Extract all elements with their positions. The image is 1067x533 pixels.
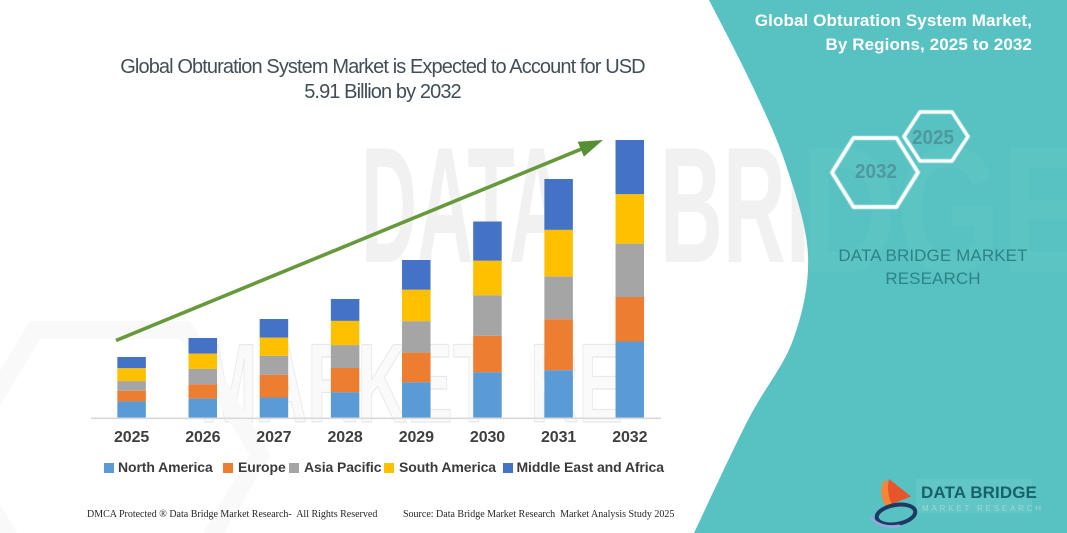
svg-text:2032: 2032 [855, 161, 897, 183]
svg-text:RE: RE [530, 321, 623, 446]
svg-text:DATA: DATA [361, 113, 565, 297]
svg-text:2025: 2025 [912, 127, 954, 149]
